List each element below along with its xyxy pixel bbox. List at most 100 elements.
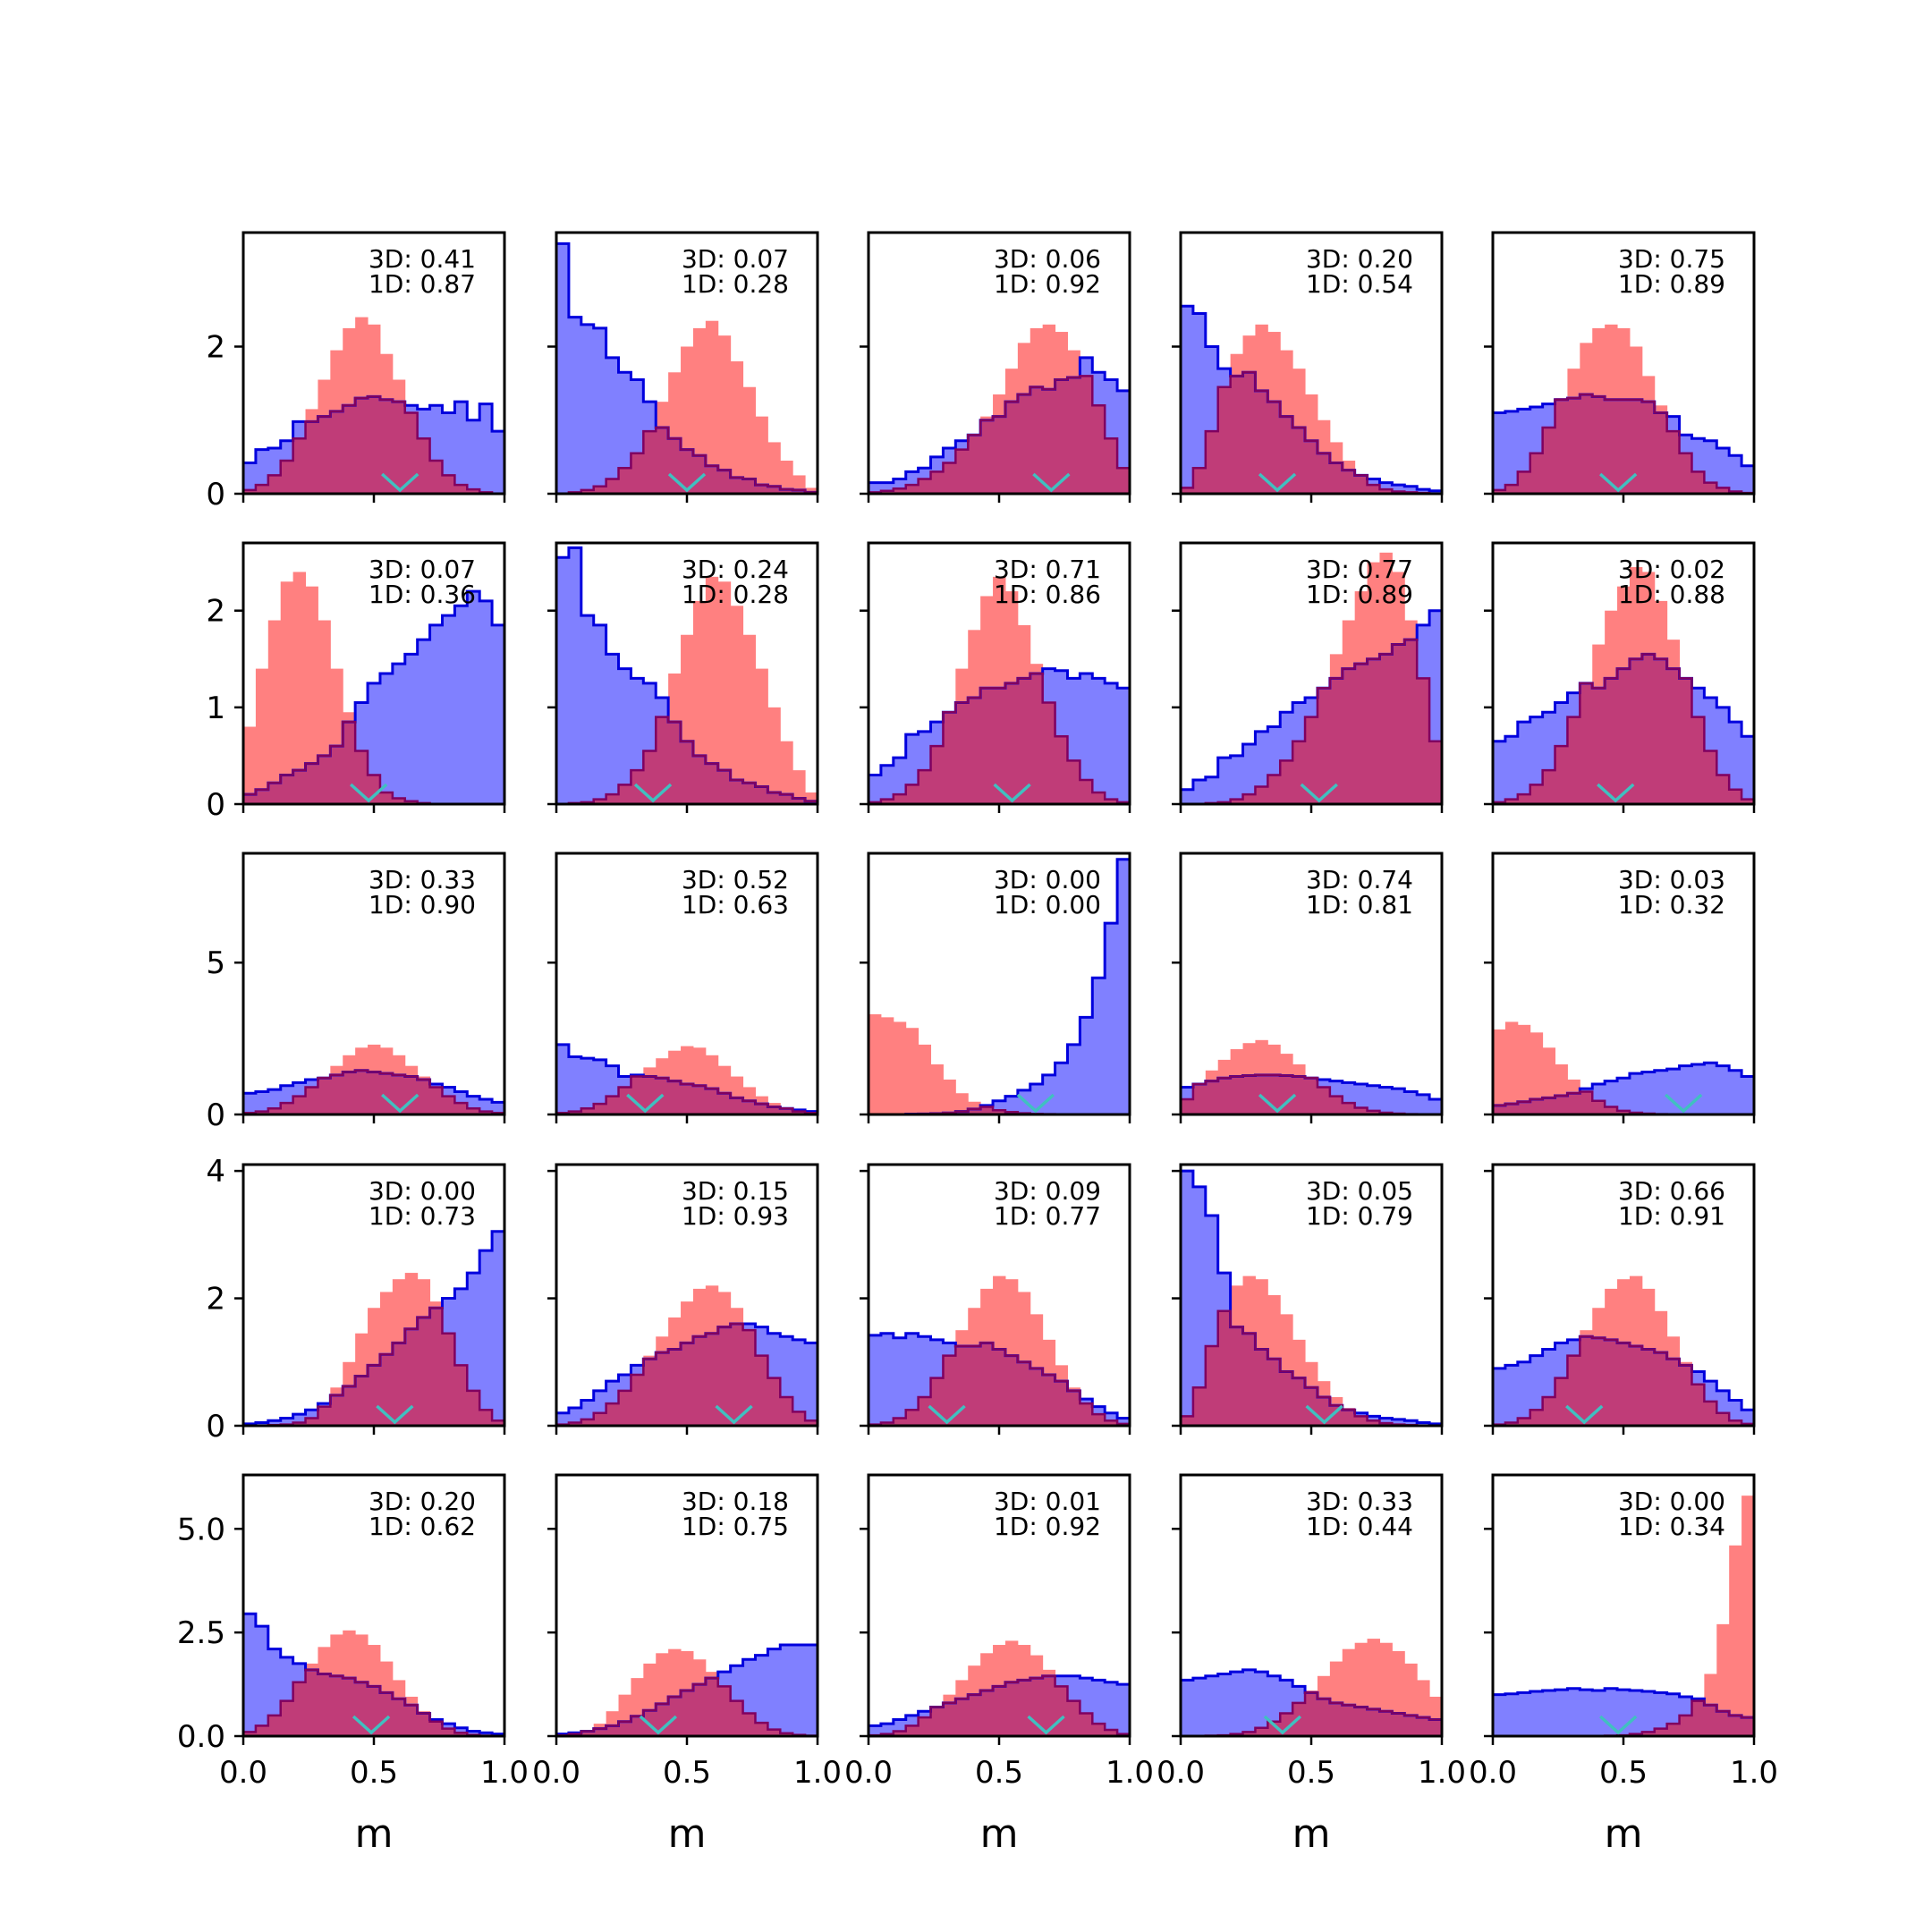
y-tick-label: 0 [206, 787, 225, 823]
red-bar [1367, 562, 1380, 659]
overlap-bar [1205, 1345, 1219, 1426]
overlap-bar [1641, 402, 1656, 494]
overlap-outline [243, 1069, 504, 1114]
blue-bar [1217, 1674, 1232, 1736]
blue-bar [618, 668, 631, 804]
overlap-bar [1354, 475, 1368, 494]
overlap-bar [442, 1728, 455, 1736]
red-bar [705, 576, 719, 764]
overlap-bar [1555, 399, 1568, 494]
overlap-bar [1305, 1078, 1318, 1114]
overlap-bar [1592, 396, 1606, 494]
red-bar [780, 460, 793, 490]
overlap-bar [305, 421, 318, 494]
red-bar [1292, 1063, 1306, 1077]
blue-bar [1517, 1361, 1531, 1426]
overlap-bar [1329, 678, 1343, 804]
red-bar [980, 416, 994, 420]
panel-plot-area [243, 1044, 504, 1114]
overlap-bar [1017, 1361, 1031, 1426]
overlap-bar [918, 770, 932, 804]
marker-chevron [381, 1093, 419, 1114]
blue-bar [1741, 465, 1754, 494]
red-bar [355, 1047, 369, 1071]
y-tick-label: 1 [206, 691, 225, 726]
overlap-bar [1105, 438, 1118, 494]
overlap-bar [1342, 1103, 1356, 1114]
overlap-bar [1617, 1343, 1631, 1426]
x-axis-label: m [355, 1811, 394, 1857]
red-bar [1004, 1279, 1019, 1356]
overlap-bar [1055, 1381, 1068, 1426]
x-tick-label: 0.0 [844, 1755, 893, 1791]
red-bar [1654, 1310, 1668, 1353]
overlap-bar [368, 1365, 381, 1426]
red-bar [1605, 324, 1618, 400]
red-bar [1329, 654, 1343, 679]
panel-plot-area [556, 242, 818, 494]
overlap-bar [767, 1729, 781, 1736]
red-bar [1267, 1295, 1281, 1360]
red-bar [1342, 1648, 1356, 1706]
blue-bar [1716, 448, 1730, 494]
red-bar [417, 1076, 431, 1080]
overlap-bar [1205, 1080, 1219, 1114]
red-bar [1580, 343, 1593, 394]
overlap-outline [1181, 1691, 1442, 1736]
blue-bar [243, 1614, 257, 1736]
blue-bar [1181, 1680, 1194, 1736]
blue-bar [618, 372, 631, 494]
overlap-bar [1080, 1403, 1093, 1426]
overlap-bar [1367, 1708, 1380, 1736]
red-bar [355, 1333, 369, 1377]
overlap-bar [618, 1390, 631, 1426]
panel-plot-area [1181, 1169, 1442, 1426]
overlap-bar [379, 1073, 394, 1114]
overlap-bar [1691, 716, 1705, 804]
overlap-bar [280, 1103, 294, 1114]
overlap-bar [1354, 664, 1368, 804]
blue-bar [1729, 1400, 1742, 1426]
overlap-bar [955, 1111, 969, 1114]
red-bar [968, 630, 981, 699]
annotation-1d: 1D: 0.77 [994, 1201, 1101, 1231]
overlap-bar [1230, 376, 1244, 494]
blue-bar [255, 1091, 269, 1114]
overlap-bar [305, 763, 318, 804]
overlap-bar [643, 750, 657, 804]
overlap-bar [1629, 399, 1643, 494]
overlap-bar [681, 1690, 694, 1736]
blue-bar [454, 402, 468, 494]
overlap-bar [330, 1074, 343, 1114]
overlap-bar [955, 702, 969, 804]
annotation-3d: 3D: 0.06 [994, 244, 1101, 274]
overlap-bar [755, 1723, 768, 1736]
panel-plot-area [556, 1643, 818, 1736]
red-bar [1280, 1314, 1293, 1372]
overlap-bar [593, 1728, 607, 1736]
panel-plot-area [1181, 304, 1442, 494]
overlap-bar [893, 488, 907, 494]
overlap-bar [267, 783, 282, 804]
overlap-bar [1305, 1692, 1318, 1736]
overlap-bar [1504, 1104, 1519, 1114]
overlap-bar [717, 1093, 732, 1114]
red-bar [1042, 1669, 1056, 1676]
panel-plot-area [556, 1043, 818, 1114]
red-bar [1004, 369, 1019, 402]
overlap-bar [955, 1345, 969, 1426]
red-bar [1629, 1275, 1643, 1346]
annotation-3d: 3D: 0.71 [994, 555, 1101, 584]
blue-bar [606, 357, 620, 494]
blue-bar [479, 1250, 493, 1426]
overlap-bar [1354, 1107, 1368, 1114]
overlap-bar [1267, 1359, 1281, 1426]
overlap-bar [343, 1385, 356, 1426]
overlap-bar [918, 479, 932, 494]
overlap-bar [1181, 487, 1194, 494]
blue-bar [1530, 1355, 1544, 1426]
overlap-bar [1504, 1422, 1519, 1426]
red-bar [767, 707, 781, 793]
overlap-bar [343, 405, 356, 494]
